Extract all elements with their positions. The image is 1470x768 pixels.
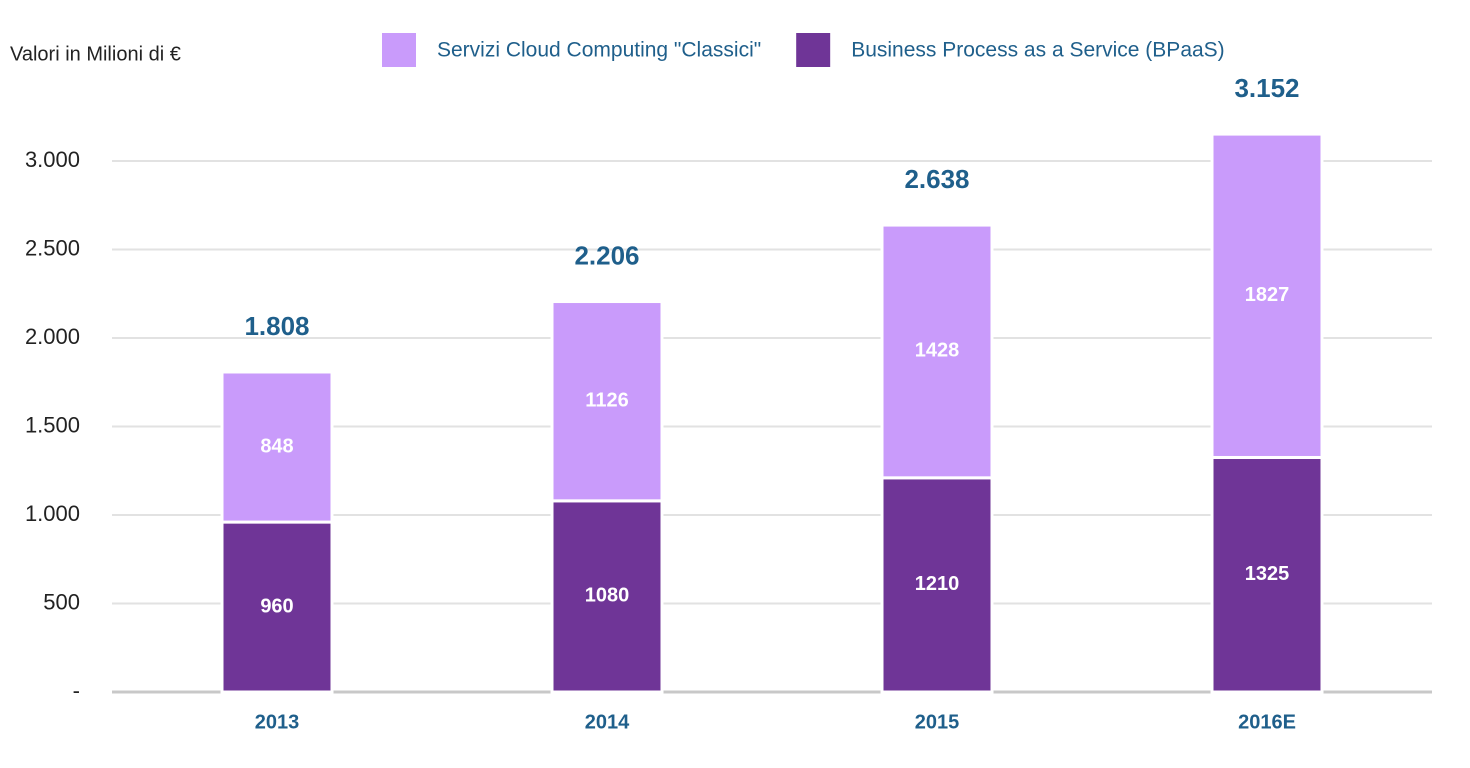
- bar-segment: [220, 370, 334, 524]
- y-tick-label: 2.000: [25, 324, 80, 349]
- x-tick-label: 2015: [915, 711, 960, 733]
- total-label: 2.206: [574, 240, 639, 270]
- segment-label: 1428: [915, 340, 960, 362]
- y-tick-label: 1.500: [25, 412, 80, 437]
- segment-label: 848: [260, 435, 293, 457]
- total-label: 1.808: [244, 311, 309, 341]
- x-tick-label: 2014: [585, 711, 630, 733]
- segment-label: 1080: [585, 585, 630, 607]
- segment-label: 1210: [915, 573, 960, 595]
- legend-swatch: [382, 33, 416, 67]
- bar-segment: [1210, 455, 1324, 694]
- segment-label: 1325: [1245, 563, 1290, 585]
- legend-label: Servizi Cloud Computing "Classici": [437, 39, 761, 62]
- segment-label: 1827: [1245, 284, 1290, 306]
- x-tick-label: 2016E: [1238, 711, 1296, 733]
- bar-segment: [880, 223, 994, 480]
- total-label: 3.152: [1234, 73, 1299, 103]
- y-axis-label: Valori in Milioni di €: [10, 43, 181, 65]
- y-tick-label: 3.000: [25, 147, 80, 172]
- bar-segment: [550, 499, 664, 694]
- bar-segment: [880, 476, 994, 694]
- y-tick-label: 1.000: [25, 501, 80, 526]
- y-tick-label: 2.500: [25, 235, 80, 260]
- legend-swatch: [796, 33, 831, 67]
- y-tick-label: 500: [43, 589, 80, 614]
- x-tick-label: 2013: [255, 711, 300, 733]
- y-tick-label: -: [73, 678, 80, 703]
- bar-segment: [1210, 132, 1324, 459]
- legend-label: Business Process as a Service (BPaaS): [851, 39, 1225, 62]
- segment-label: 1126: [585, 389, 628, 411]
- bar-segment: [220, 520, 334, 694]
- bar-segment: [550, 300, 664, 503]
- segment-label: 960: [260, 595, 293, 617]
- total-label: 2.638: [904, 164, 969, 194]
